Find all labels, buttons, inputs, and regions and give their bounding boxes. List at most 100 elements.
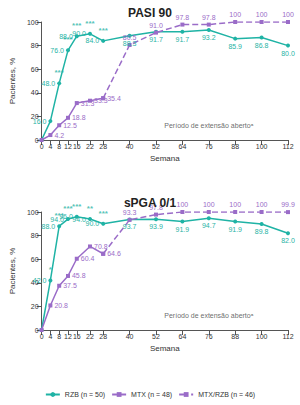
svg-text:91.9: 91.9 [176,226,190,233]
svg-text:64.6: 64.6 [107,250,121,257]
svg-text:4.2: 4.2 [54,132,64,139]
svg-text:88.0: 88.0 [42,223,56,230]
svg-text:52: 52 [152,333,160,340]
svg-text:88: 88 [231,333,239,340]
svg-text:12: 12 [64,333,72,340]
svg-text:0: 0 [40,333,44,340]
svg-text:Semana: Semana [150,344,180,353]
svg-text:97.8: 97.8 [202,14,216,21]
svg-text:Pacientes, %: Pacientes, % [8,248,17,295]
svg-text:***: *** [72,202,82,211]
svg-text:0: 0 [40,143,44,150]
svg-text:45.8: 45.8 [72,272,86,279]
svg-text:100: 100 [229,201,241,208]
svg-text:82.0: 82.0 [281,237,295,244]
svg-text:42.0: 42.0 [33,277,47,284]
svg-text:22: 22 [86,143,94,150]
svg-text:4: 4 [48,333,52,340]
svg-text:28: 28 [99,333,107,340]
svg-text:52: 52 [152,143,160,150]
svg-text:93.9: 93.9 [149,223,163,230]
svg-text:16: 16 [73,143,81,150]
svg-text:MTX (n = 48): MTX (n = 48) [131,391,172,399]
svg-text:**: ** [87,204,94,213]
svg-text:112: 112 [282,333,293,340]
svg-text:40: 40 [126,333,134,340]
svg-text:85.9: 85.9 [228,43,242,50]
svg-text:Pacientes, %: Pacientes, % [8,58,17,105]
svg-text:*: * [49,265,53,274]
svg-text:64: 64 [178,143,186,150]
svg-text:112: 112 [282,143,293,150]
svg-text:16: 16 [73,333,81,340]
svg-text:Período de extensão abertoᵃ: Período de extensão abertoᵃ [164,312,253,319]
svg-text:76.0: 76.0 [50,47,64,54]
svg-text:91.9: 91.9 [228,226,242,233]
svg-text:16.0: 16.0 [33,118,47,125]
svg-text:88: 88 [231,143,239,150]
svg-text:84.0: 84.0 [86,37,100,44]
svg-text:33.3: 33.3 [94,97,108,104]
svg-text:37.5: 37.5 [63,282,77,289]
svg-text:***: *** [55,68,65,77]
svg-text:***: *** [72,21,82,30]
svg-text:97.8: 97.8 [176,14,190,21]
svg-text:70.8: 70.8 [94,243,108,250]
svg-text:100: 100 [256,11,268,18]
svg-text:100: 100 [27,209,39,216]
svg-text:94.7: 94.7 [202,222,216,229]
svg-text:Semana: Semana [150,154,180,163]
svg-text:100: 100 [282,11,294,18]
svg-text:8: 8 [57,143,61,150]
svg-text:93.7: 93.7 [123,223,137,230]
svg-text:100: 100 [256,333,268,340]
svg-text:20.8: 20.8 [54,302,68,309]
svg-text:35.4: 35.4 [107,95,121,102]
svg-text:48.0: 48.0 [42,80,56,87]
svg-text:0: 0 [35,327,39,334]
svg-text:100: 100 [177,201,189,208]
svg-text:31.3: 31.3 [81,100,95,107]
svg-text:4: 4 [48,143,52,150]
svg-text:40: 40 [126,143,134,150]
svg-text:100: 100 [256,143,268,150]
svg-text:12.5: 12.5 [63,122,77,129]
svg-text:***: *** [99,26,109,35]
svg-text:PASI 90: PASI 90 [128,6,172,20]
svg-text:100: 100 [27,19,39,26]
svg-text:0: 0 [35,137,39,144]
svg-text:91.7: 91.7 [149,36,163,43]
svg-text:86.8: 86.8 [255,42,269,49]
svg-text:93.2: 93.2 [202,34,216,41]
svg-text:80.5: 80.5 [123,34,137,41]
svg-text:76: 76 [205,143,213,150]
svg-text:MTX/RZB (n = 46): MTX/RZB (n = 46) [198,391,255,399]
svg-text:60: 60 [31,66,39,73]
svg-text:91.7: 91.7 [176,36,190,43]
svg-text:80.0: 80.0 [281,50,295,57]
svg-text:76: 76 [205,333,213,340]
svg-text:***: *** [63,35,73,44]
svg-text:100: 100 [229,11,241,18]
svg-text:12: 12 [64,143,72,150]
svg-text:100: 100 [203,201,215,208]
svg-text:80: 80 [31,42,39,49]
svg-text:89.8: 89.8 [255,228,269,235]
svg-text:94.0: 94.0 [72,216,86,223]
svg-text:99.9: 99.9 [281,201,295,208]
svg-text:sPGA 0/1: sPGA 0/1 [124,196,177,210]
svg-text:60.4: 60.4 [81,255,95,262]
svg-text:100: 100 [256,201,268,208]
svg-text:90.0: 90.0 [86,220,100,227]
svg-text:Período de extensão abertoᵃ: Período de extensão abertoᵃ [164,122,253,129]
svg-text:18.8: 18.8 [72,114,86,121]
svg-text:RZB (n = 50): RZB (n = 50) [65,391,105,399]
svg-text:80: 80 [31,232,39,239]
svg-text:***: *** [99,209,109,218]
svg-text:8: 8 [57,333,61,340]
svg-text:***: *** [85,19,95,28]
svg-text:90.0: 90.0 [72,30,86,37]
svg-text:91.0: 91.0 [149,22,163,29]
svg-text:64: 64 [178,333,186,340]
svg-text:40: 40 [31,89,39,96]
